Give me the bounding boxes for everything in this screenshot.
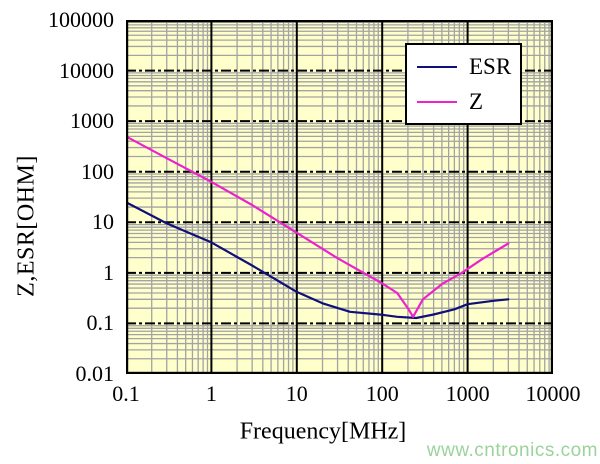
y-tick-label: 1 — [103, 259, 114, 285]
watermark: www.cntronics.com — [426, 440, 598, 461]
y-tick-label: 100000 — [48, 7, 114, 32]
y-tick-label: 10 — [92, 209, 114, 235]
y-tick-label: 0.01 — [75, 361, 115, 386]
y-tick-label: 1000 — [70, 108, 114, 134]
curve-esr — [126, 201, 510, 320]
legend-item-esr: ESR — [417, 54, 520, 80]
x-tick-label: 10 — [285, 381, 308, 406]
x-axis-title: Frequency[MHz] — [239, 418, 407, 445]
x-tick-label: 1 — [205, 381, 217, 406]
legend-label-esr: ESR — [469, 53, 512, 79]
x-tick-label: 10000 — [525, 381, 581, 406]
y-tick-label: 0.1 — [86, 310, 115, 336]
esr-line-sample-icon — [417, 65, 457, 68]
x-tick-label: 0.1 — [112, 381, 140, 406]
plot-border — [126, 20, 553, 374]
z-line-sample-icon — [417, 100, 457, 103]
y-tick-label: 10000 — [59, 57, 114, 83]
curve-z — [126, 135, 510, 318]
legend-item-z: Z — [417, 89, 520, 115]
x-tick-label: 1000 — [445, 381, 490, 406]
legend-label-z: Z — [469, 88, 484, 114]
legend: ESR Z — [405, 43, 522, 125]
x-tick-label: 100 — [365, 381, 399, 406]
y-tick-label: 100 — [81, 158, 114, 184]
